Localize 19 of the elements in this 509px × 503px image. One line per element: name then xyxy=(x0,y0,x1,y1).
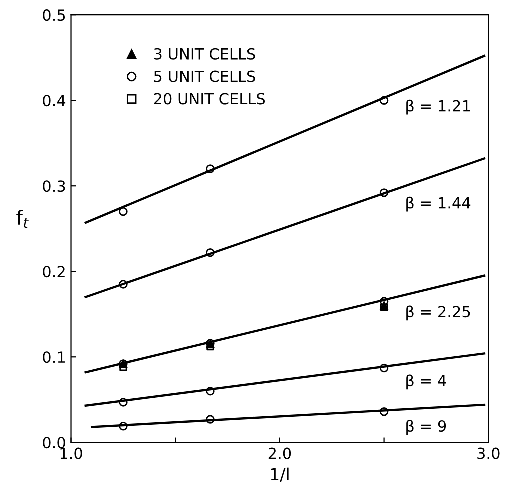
y-tick-label: 0.3 xyxy=(43,180,66,192)
annotation: β = 4 xyxy=(406,374,446,390)
y-tick-label: 0.0 xyxy=(43,437,66,449)
x-axis-title: 1/l xyxy=(271,468,289,482)
legend-label: 20 UNIT CELLS xyxy=(154,93,266,105)
y-tick-label: 0.4 xyxy=(43,95,66,107)
legend-label: 5 UNIT CELLS xyxy=(154,70,256,82)
annotation: β = 1.21 xyxy=(406,100,470,115)
y-tick-label: 0.1 xyxy=(43,352,65,364)
x-tick-label: 1.0 xyxy=(60,448,82,460)
y-tick-label: 0.5 xyxy=(43,10,66,22)
legend-label: 3 UNIT CELLS xyxy=(154,48,256,60)
annotation: β = 1.44 xyxy=(406,196,471,212)
x-tick-label: 2.0 xyxy=(268,448,292,460)
annotation: β = 2.25 xyxy=(406,306,470,321)
y-axis-title: f$_{t}$ xyxy=(16,210,29,228)
annotation: β = 9 xyxy=(406,420,446,436)
x-tick-label: 3.0 xyxy=(478,448,500,460)
y-tick-label: 0.2 xyxy=(43,266,65,278)
